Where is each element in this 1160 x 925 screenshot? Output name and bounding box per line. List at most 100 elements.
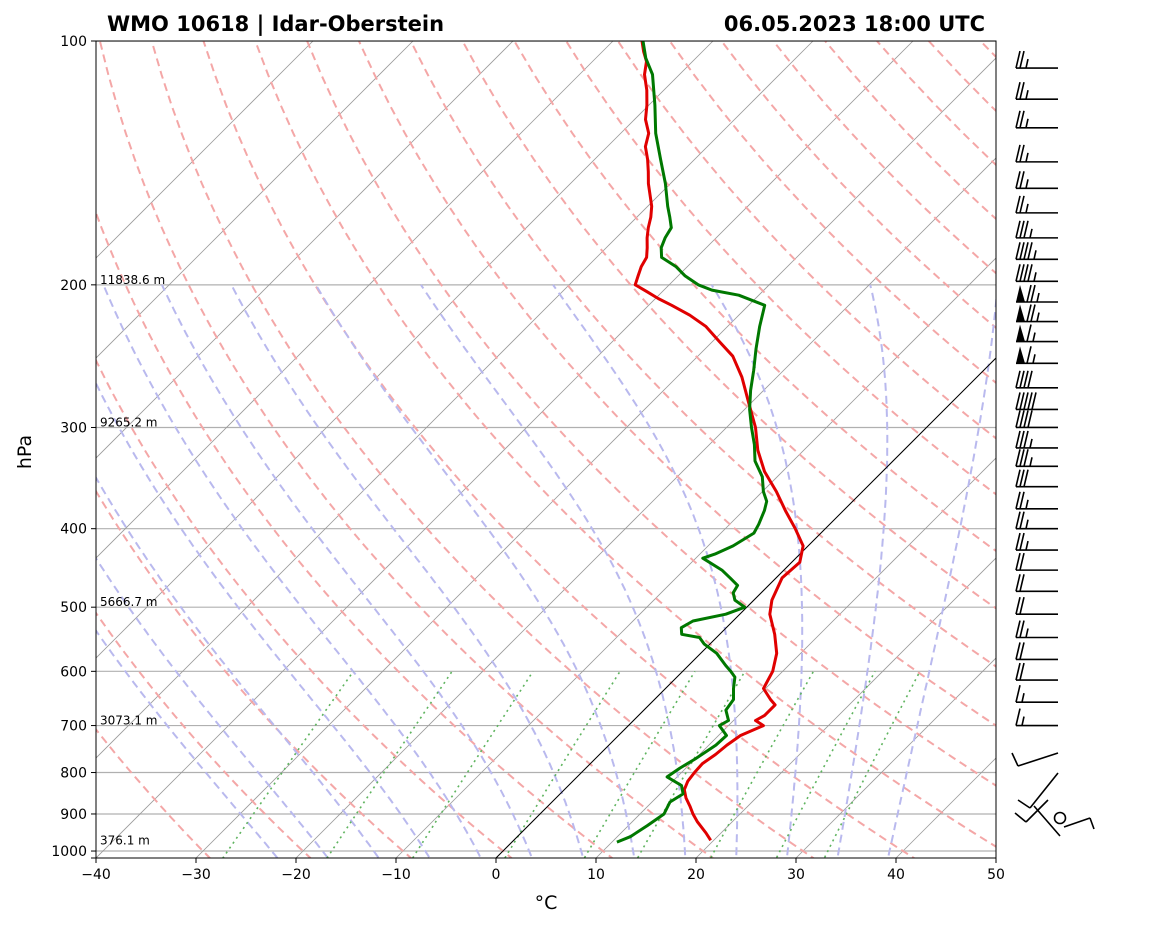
wind-barb	[1015, 220, 1058, 239]
isotherm	[195, 57, 996, 858]
barb-feather	[1015, 511, 1021, 529]
wind-barb	[1016, 324, 1058, 343]
barb-half-feather	[1033, 272, 1037, 282]
wind-barb	[1017, 772, 1059, 809]
x-tick-label: −20	[281, 867, 311, 883]
barb-half-feather	[1025, 519, 1029, 529]
wind-barb	[1011, 752, 1059, 767]
barb-feather	[1019, 469, 1025, 487]
barb-feather	[1027, 392, 1033, 410]
dry-adiabat	[824, 41, 996, 221]
moist-adiabat	[96, 381, 431, 858]
y-tick-label: 600	[60, 664, 87, 680]
wind-barb	[1015, 552, 1058, 571]
barb-pennant	[1016, 346, 1025, 364]
dry-adiabat	[772, 41, 996, 275]
dry-adiabat	[202, 41, 916, 858]
isotherm	[96, 41, 714, 659]
barb-feather	[1015, 264, 1021, 282]
barb-feather	[1023, 392, 1029, 410]
barb-half-feather	[1025, 179, 1029, 189]
barb-feather	[1015, 532, 1021, 551]
wind-barb	[1016, 346, 1058, 365]
barb-feather	[1015, 449, 1021, 467]
isotherm	[595, 457, 996, 858]
barb-feather	[1019, 171, 1025, 189]
barb-half-feather	[1032, 332, 1036, 342]
dry-adiabat	[306, 41, 996, 787]
wind-barb-calm	[1053, 811, 1067, 825]
barb-feather	[1014, 812, 1027, 823]
wind-barb	[1016, 304, 1058, 323]
y-tick-label: 300	[60, 420, 87, 436]
barb-shaft	[1029, 772, 1059, 809]
y-tick-label: 200	[60, 278, 87, 294]
wind-barb	[1015, 469, 1058, 488]
chart-title-station: WMO 10618 | Idar-Oberstein	[107, 12, 444, 37]
y-tick-label: 700	[60, 719, 87, 735]
isotherm	[295, 157, 996, 858]
x-tick-label: 40	[887, 867, 905, 883]
y-tick-label: 500	[60, 600, 87, 616]
barb-feather	[1015, 242, 1021, 260]
x-axis-ticks: −40 −30 −20 −10 0 10 20 30 40 50	[81, 858, 1005, 883]
isotherm	[96, 41, 314, 259]
barb-feather	[1015, 491, 1021, 509]
x-tick-label: 10	[587, 867, 605, 883]
moist-adiabat	[230, 284, 585, 858]
dry-adiabat	[979, 41, 996, 59]
height-label: 5666.7 m	[100, 595, 158, 609]
y-tick-label: 1000	[51, 844, 87, 860]
barb-half-feather	[1033, 250, 1037, 260]
barb-half-feather	[1021, 693, 1025, 703]
barb-feather	[1026, 346, 1032, 364]
moist-adiabat	[314, 284, 636, 858]
barb-half-feather	[1021, 716, 1025, 726]
dry-adiabat	[96, 489, 413, 858]
barb-feather	[1023, 469, 1029, 487]
wind-barb	[1016, 284, 1058, 303]
mixing-ratio-line	[775, 670, 876, 858]
temperature-line	[633, 41, 805, 842]
mixing-ratio-line	[583, 670, 696, 858]
wind-barb	[1015, 642, 1058, 661]
profile-lines	[616, 41, 805, 844]
wind-barbs	[1011, 50, 1095, 837]
y-tick-label: 400	[60, 522, 87, 538]
barb-half-feather	[1025, 499, 1029, 509]
barb-feather	[1015, 195, 1021, 214]
wind-barb	[1015, 620, 1058, 639]
y-axis-ticks: 100 200 300 400 500 600 700 800 900 1000	[51, 34, 96, 860]
barb-feather	[1015, 642, 1021, 660]
barb-feather	[1019, 552, 1025, 571]
barb-feather	[1015, 171, 1021, 189]
mixing-ratio-line	[823, 670, 921, 858]
chart-title-datetime: 06.05.2023 18:00 UTC	[724, 12, 985, 36]
barb-feather	[1019, 242, 1025, 260]
barb-feather	[1019, 220, 1025, 239]
isotherm	[395, 257, 996, 858]
barb-feather	[1015, 469, 1021, 487]
barb-feather	[1027, 370, 1033, 388]
dry-adiabat	[96, 727, 212, 858]
moist-adiabat	[710, 284, 804, 858]
dewpoint-line	[616, 41, 769, 844]
barb-shaft	[1025, 799, 1049, 823]
barb-feather	[1089, 817, 1095, 830]
barb-feather	[1023, 370, 1029, 388]
moist-adiabat	[886, 291, 996, 858]
mixing-ratio-line	[221, 670, 355, 858]
barb-feather	[1015, 220, 1021, 239]
moist-adiabat	[102, 284, 482, 858]
barb-half-feather	[1029, 457, 1033, 467]
dry-adiabat	[409, 41, 996, 668]
barb-feather	[1019, 596, 1025, 615]
barb-feather	[1019, 195, 1025, 214]
barb-feather	[1015, 662, 1021, 681]
wind-barb	[1015, 82, 1058, 101]
wind-barb	[1015, 50, 1058, 69]
isotherm	[96, 41, 914, 858]
wind-barb	[1015, 491, 1058, 510]
barb-feather	[1019, 574, 1025, 592]
dry-adiabat	[96, 611, 312, 858]
